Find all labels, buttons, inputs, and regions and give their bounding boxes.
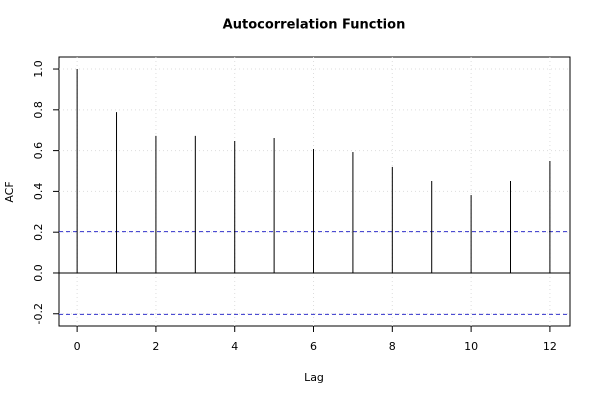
y-tick-label: -0.2 <box>32 303 45 324</box>
y-tick-label: 0.2 <box>32 223 45 241</box>
x-tick-label: 4 <box>231 340 238 353</box>
y-tick-label: 1.0 <box>32 60 45 78</box>
chart-title: Autocorrelation Function <box>223 18 406 33</box>
x-axis-label: Lag <box>304 371 324 384</box>
y-axis-label: ACF <box>3 181 16 202</box>
x-tick-label: 8 <box>389 340 396 353</box>
x-tick-label: 6 <box>310 340 317 353</box>
x-tick-label: 12 <box>543 340 557 353</box>
x-tick-label: 2 <box>152 340 159 353</box>
y-tick-label: 0.8 <box>32 101 45 119</box>
x-tick-label: 0 <box>74 340 81 353</box>
y-tick-label: 0.0 <box>32 264 45 282</box>
y-tick-label: 0.4 <box>32 183 45 201</box>
x-tick-label: 10 <box>464 340 478 353</box>
y-tick-label: 0.6 <box>32 142 45 160</box>
